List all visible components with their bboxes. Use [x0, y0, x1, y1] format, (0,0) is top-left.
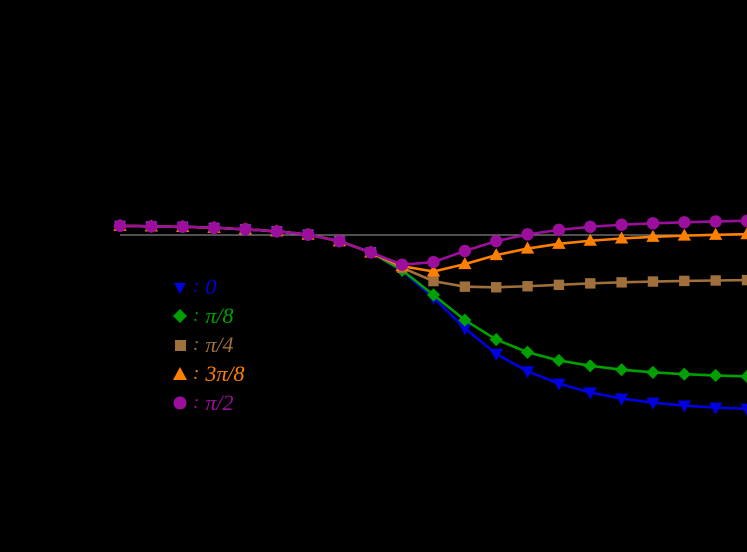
triangle-down-marker — [677, 400, 691, 413]
circle-marker — [145, 220, 158, 233]
triangle-up-marker — [709, 227, 723, 240]
diamond-marker — [646, 365, 660, 379]
legend-label-2: π/4 — [205, 332, 234, 357]
legend-label-1: π/8 — [205, 303, 234, 328]
circle-marker — [176, 220, 189, 233]
square-marker — [585, 278, 596, 289]
square-marker — [679, 275, 690, 287]
legend-separator-2: : — [193, 334, 200, 355]
legend-separator-0: : — [193, 276, 200, 297]
series-4 — [113, 214, 747, 271]
square-marker — [459, 281, 471, 292]
square-marker — [741, 274, 747, 286]
legend-separator-1: : — [193, 305, 200, 326]
circle-marker — [646, 217, 660, 230]
legend: : 0 : π/8 : π/4 : 3π/8 — [168, 272, 318, 417]
triangle-down-marker — [614, 393, 629, 406]
triangle-up-marker — [489, 248, 503, 261]
square-marker — [710, 275, 721, 286]
triangle-up-marker — [614, 231, 629, 244]
legend-label-4: π/2 — [205, 390, 234, 415]
diamond-marker — [583, 359, 597, 373]
legend-entry-0[interactable]: : 0 — [168, 272, 318, 301]
legend-separator-3: : — [193, 363, 200, 384]
triangle-down-marker — [458, 323, 472, 336]
legend-entry-1[interactable]: : π/8 — [168, 301, 318, 330]
triangle-up-marker — [520, 241, 535, 254]
triangle-up-marker — [740, 227, 747, 240]
legend-separator-4: : — [193, 392, 200, 413]
triangle-down-marker — [646, 397, 660, 410]
series-layer — [113, 214, 747, 416]
circle-marker — [364, 246, 377, 259]
circle-marker — [239, 223, 252, 236]
diamond-marker — [709, 368, 723, 383]
circle-marker — [333, 234, 346, 248]
triangle-up-marker — [426, 264, 441, 277]
circle-marker — [615, 218, 628, 231]
diamond-marker — [426, 288, 441, 302]
square-marker — [168, 333, 192, 357]
circle-marker — [458, 244, 472, 258]
circle-marker — [584, 220, 597, 233]
legend-entry-4[interactable]: : π/2 — [168, 388, 318, 417]
triangle-down-marker — [709, 402, 723, 415]
diamond-marker — [740, 369, 747, 384]
diamond-marker — [520, 345, 535, 359]
triangle-down-marker — [520, 366, 535, 379]
diamond-marker — [489, 332, 503, 347]
triangle-up-marker — [458, 257, 472, 270]
circle-marker — [395, 258, 409, 271]
square-marker — [428, 275, 439, 287]
diamond-marker — [552, 353, 566, 368]
circle-marker — [207, 221, 221, 235]
square-marker — [522, 281, 533, 292]
circle-marker — [709, 215, 722, 228]
diamond-marker — [677, 367, 691, 381]
legend-label-0: 0 — [205, 274, 217, 299]
diamond-marker — [615, 363, 629, 377]
circle-marker — [301, 228, 315, 241]
triangle-down-marker — [489, 348, 503, 361]
circle-marker — [552, 223, 566, 237]
triangle-up-marker — [677, 228, 691, 241]
triangle-up-marker — [552, 236, 566, 249]
legend-label-3: 3π/8 — [205, 361, 245, 386]
circle-marker — [427, 255, 440, 269]
circle-marker — [490, 234, 503, 248]
triangle-down-marker — [740, 403, 747, 416]
legend-entry-3[interactable]: : 3π/8 — [168, 359, 318, 388]
circle-marker — [521, 228, 534, 241]
circle-marker — [740, 214, 747, 228]
diamond-marker — [458, 313, 472, 327]
square-marker — [616, 277, 627, 288]
circle-marker — [113, 219, 127, 232]
circle-marker — [270, 225, 283, 238]
square-marker — [553, 279, 565, 291]
triangle-down-marker — [168, 275, 192, 299]
legend-entry-2[interactable]: : π/4 — [168, 330, 318, 359]
triangle-down-marker — [583, 387, 597, 400]
diamond-marker — [168, 304, 192, 328]
triangle-up-marker — [583, 233, 597, 246]
triangle-up-marker — [168, 362, 192, 386]
square-marker — [647, 276, 659, 287]
triangle-down-marker — [552, 378, 566, 391]
circle-marker — [168, 391, 192, 415]
triangle-up-marker — [646, 229, 660, 242]
circle-marker — [678, 216, 691, 229]
square-marker — [491, 282, 502, 293]
